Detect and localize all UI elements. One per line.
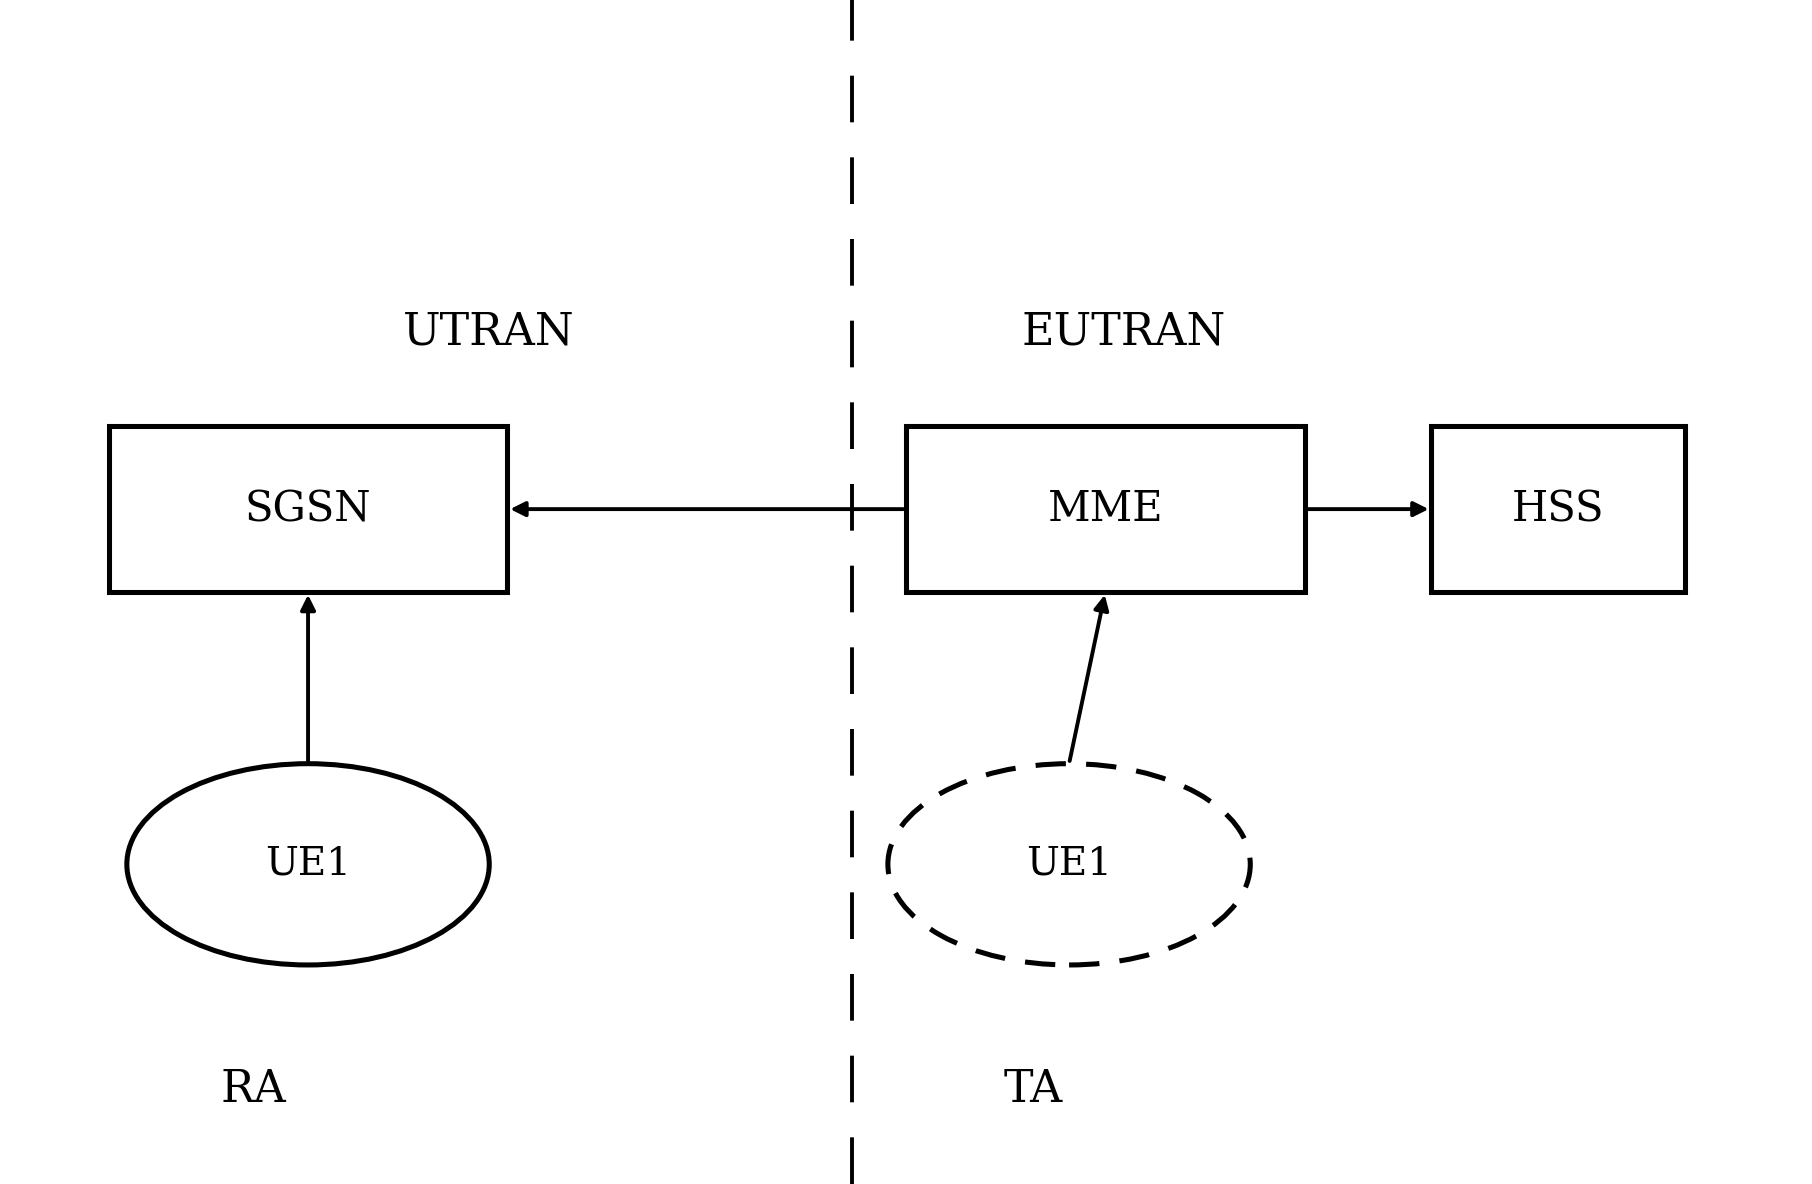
Text: RA: RA	[221, 1068, 286, 1111]
Text: UTRAN: UTRAN	[404, 310, 574, 353]
Bar	[1431, 426, 1685, 592]
Text: SGSN: SGSN	[245, 488, 371, 530]
Text: EUTRAN: EUTRAN	[1022, 310, 1225, 353]
Bar	[906, 426, 1305, 592]
Bar	[109, 426, 507, 592]
Text: UE1: UE1	[265, 845, 352, 883]
Ellipse shape	[888, 764, 1250, 965]
Text: MME: MME	[1047, 488, 1163, 530]
Text: TA: TA	[1004, 1068, 1062, 1111]
Text: UE1: UE1	[1026, 845, 1113, 883]
Ellipse shape	[127, 764, 489, 965]
Text: HSS: HSS	[1511, 488, 1605, 530]
